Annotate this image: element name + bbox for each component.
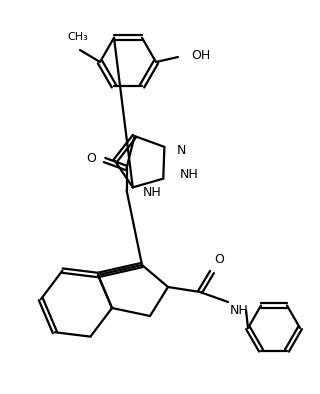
Text: N: N bbox=[176, 145, 186, 157]
Text: CH₃: CH₃ bbox=[68, 32, 88, 42]
Text: NH: NH bbox=[230, 304, 249, 317]
Text: O: O bbox=[87, 152, 97, 165]
Text: OH: OH bbox=[191, 48, 210, 61]
Text: NH: NH bbox=[142, 186, 161, 199]
Text: NH: NH bbox=[179, 168, 198, 181]
Text: O: O bbox=[214, 253, 224, 266]
